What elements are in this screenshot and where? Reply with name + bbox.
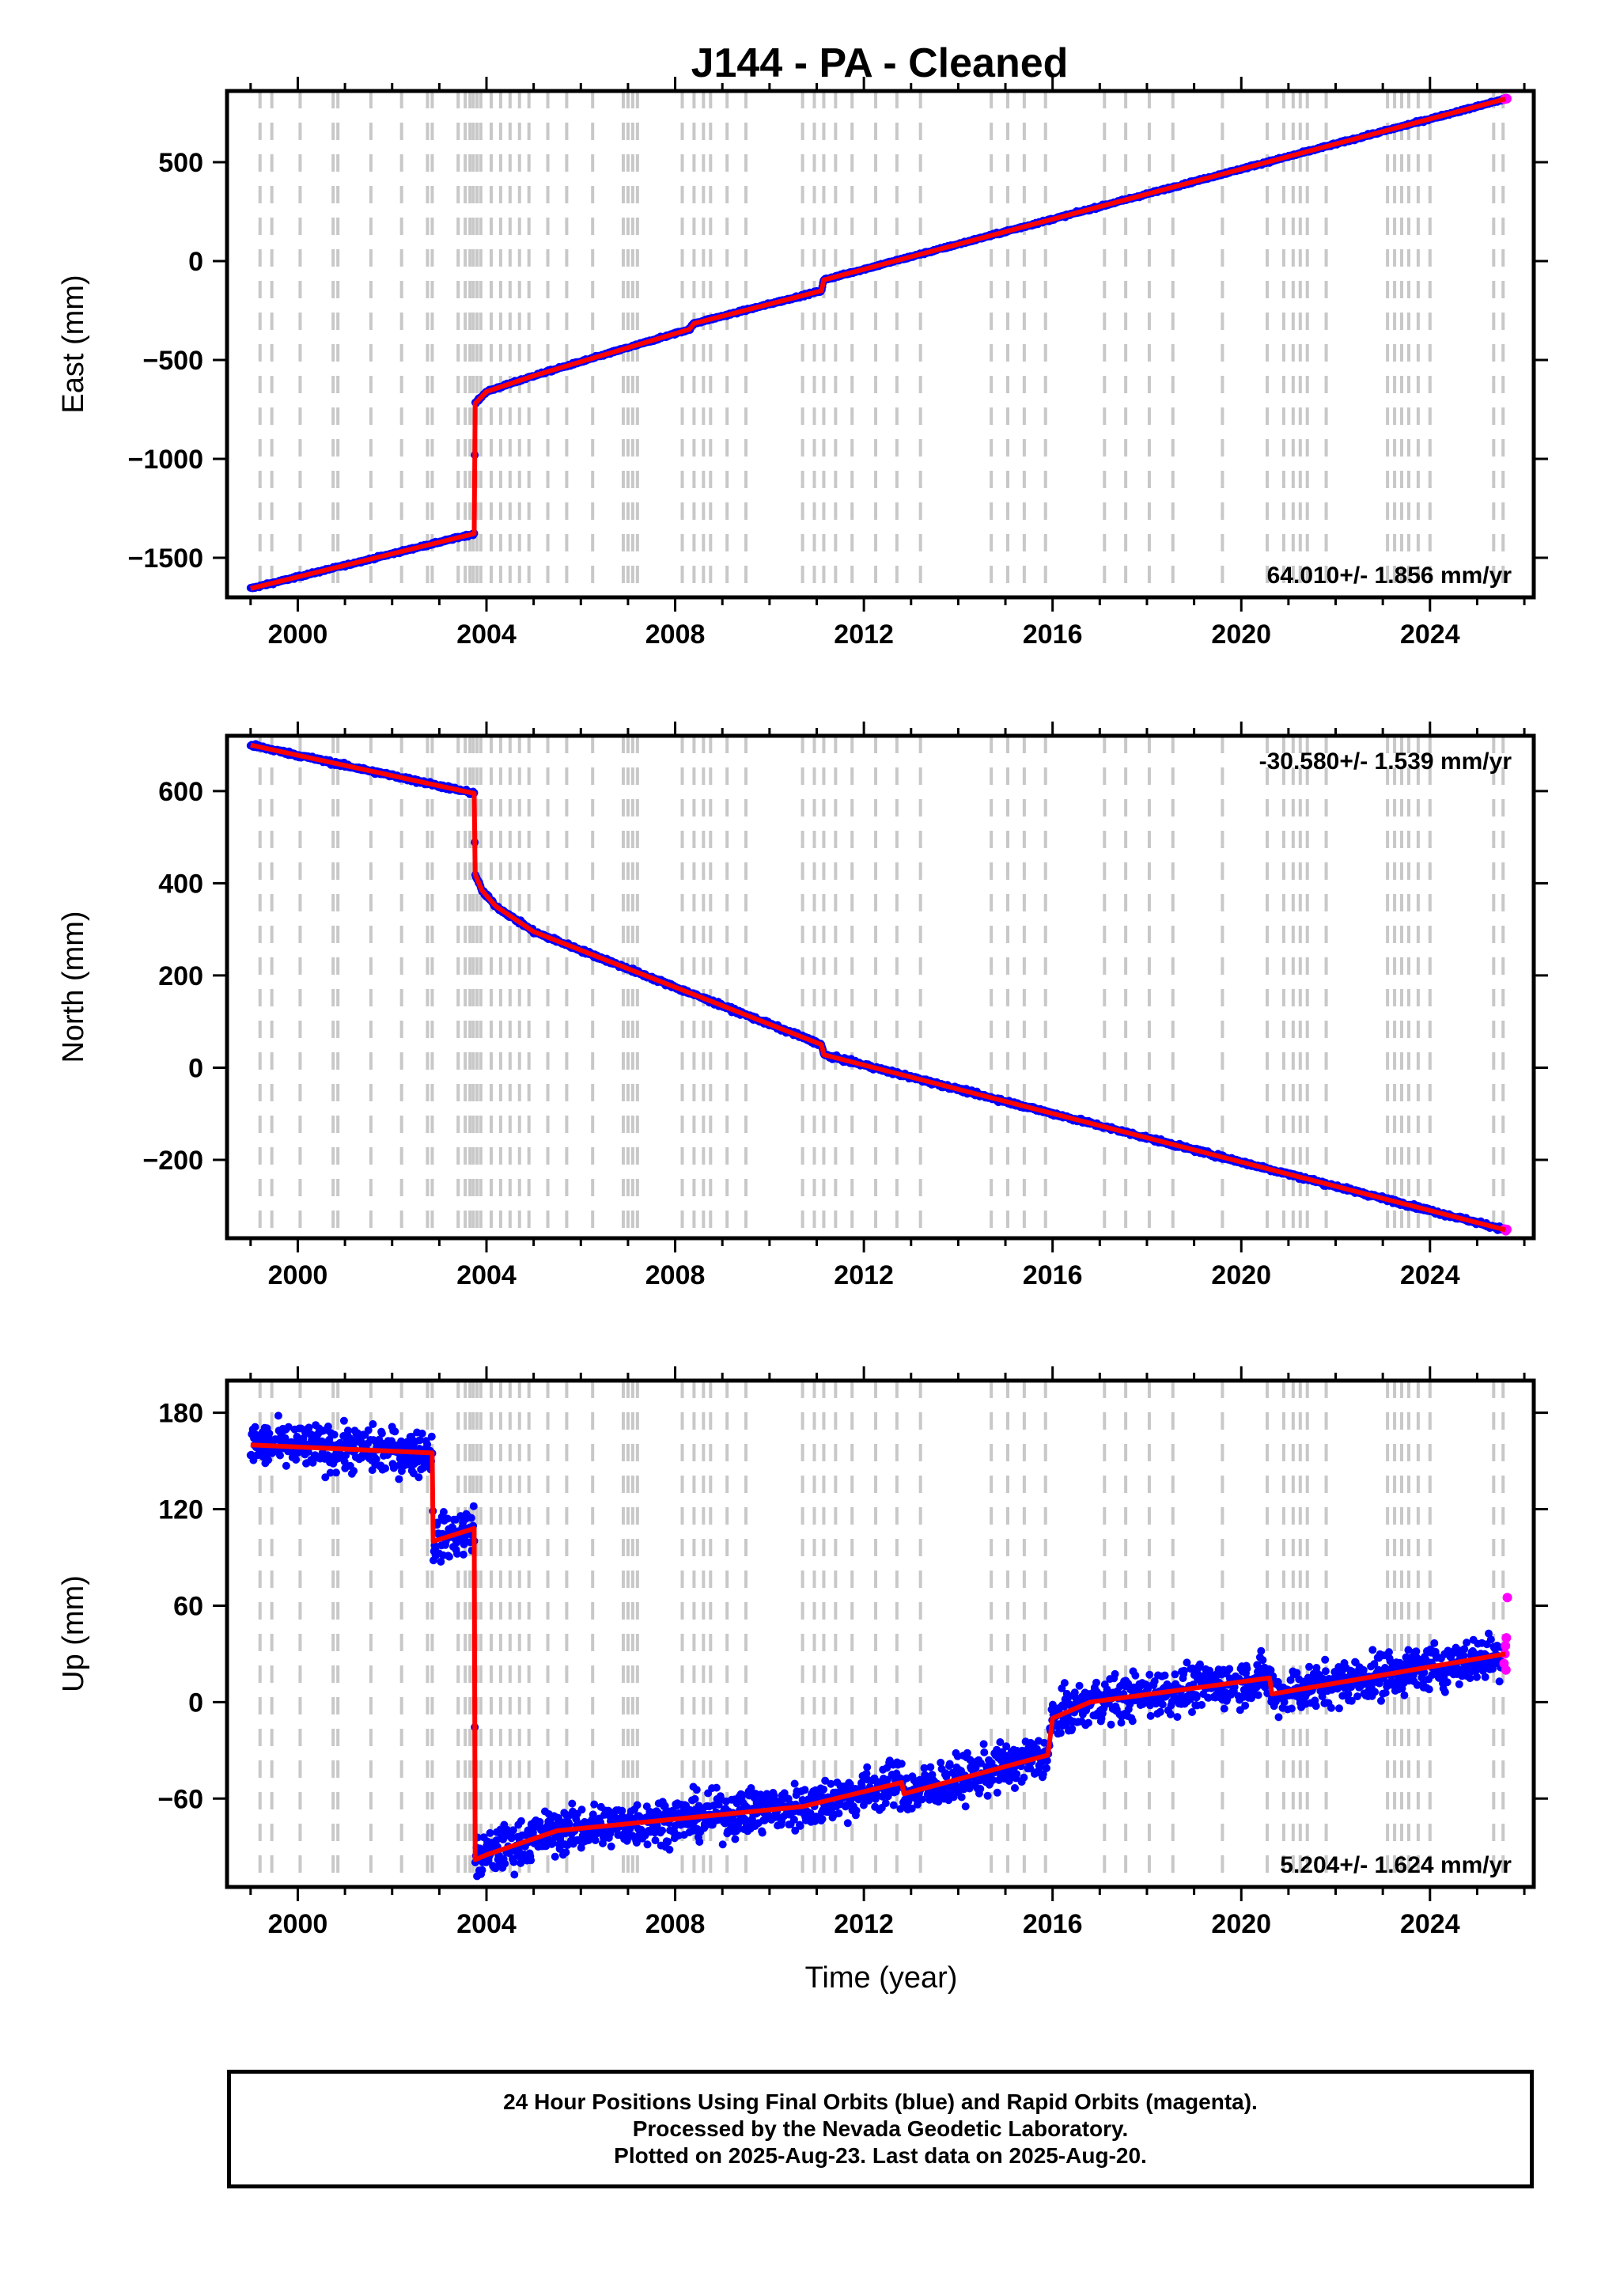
y-tick-label: 0	[188, 247, 203, 277]
y-axis-label: Up (mm)	[57, 1575, 90, 1692]
y-tick-label: −1000	[128, 445, 204, 475]
y-tick-label: −500	[142, 346, 203, 376]
plot-frame	[225, 89, 1536, 600]
y-tick-label: −60	[157, 1784, 203, 1814]
rapid-orbit-point	[1501, 1641, 1511, 1651]
up-panel: 2000 2004 2008 2012 2016 2020 2024 −60 0 60 120 180…	[57, 1366, 1548, 1939]
plot-frame	[225, 1378, 1536, 1889]
y-axis-ticks: −200 0 200 400 600	[142, 777, 1548, 1176]
y-axis-ticks: −60 0 60 120 180	[157, 1399, 1548, 1814]
x-tick-label: 2016	[1023, 1909, 1083, 1939]
x-tick-label: 2004	[456, 1260, 517, 1290]
x-axis-ticks: 2000 2004 2008 2012 2016 2020 2024	[249, 1366, 1526, 1939]
y-tick-label: 60	[173, 1591, 203, 1621]
y-tick-label: −1500	[128, 544, 204, 574]
footer-line-3: Plotted on 2025-Aug-23. Last data on 202…	[614, 2143, 1147, 2168]
x-axis-label: Time (year)	[805, 1961, 958, 1995]
x-axis-ticks: 2000 2004 2008 2012 2016 2020 2024	[249, 77, 1526, 650]
x-tick-label: 2000	[268, 619, 328, 650]
y-tick-label: 0	[188, 1688, 203, 1718]
x-tick-label: 2020	[1211, 1260, 1271, 1290]
model-line	[250, 1442, 1506, 1862]
y-axis-label: East (mm)	[57, 275, 90, 413]
rate-label: -30.580+/- 1.539 mm/yr	[1259, 748, 1512, 775]
y-tick-label: −200	[142, 1146, 203, 1176]
x-tick-label: 2024	[1400, 1909, 1460, 1939]
plot-frame	[225, 733, 1536, 1241]
x-axis-ticks: 2000 2004 2008 2012 2016 2020 2024	[249, 722, 1526, 1290]
x-tick-label: 2008	[645, 1260, 706, 1290]
x-tick-label: 2024	[1400, 1260, 1460, 1290]
x-tick-label: 2008	[645, 1909, 706, 1939]
rapid-orbit-point	[1502, 1593, 1512, 1603]
north-panel: 2000 2004 2008 2012 2016 2020 2024 −200 0 200 400 6…	[57, 722, 1548, 1290]
equipment-change-lines	[258, 91, 1505, 597]
x-tick-label: 2004	[456, 619, 517, 650]
x-tick-label: 2016	[1023, 1260, 1083, 1290]
x-tick-label: 2024	[1400, 619, 1460, 650]
x-tick-label: 2020	[1211, 619, 1271, 650]
footer-box: 24 Hour Positions Using Final Orbits (bl…	[227, 2070, 1534, 2188]
y-tick-label: 400	[158, 869, 203, 899]
x-tick-label: 2004	[456, 1909, 517, 1939]
x-tick-label: 2020	[1211, 1909, 1271, 1939]
y-axis-label: North (mm)	[57, 911, 90, 1063]
rate-label: 64.010+/- 1.856 mm/yr	[1267, 563, 1512, 589]
y-axis-ticks: −1500 −1000 −500 0 500	[128, 148, 1548, 574]
rapid-orbit-point	[1501, 1665, 1511, 1675]
model-line	[250, 742, 1506, 1233]
x-tick-label: 2016	[1023, 619, 1083, 650]
footer-line-1: 24 Hour Positions Using Final Orbits (bl…	[503, 2090, 1258, 2114]
x-tick-label: 2008	[645, 619, 706, 650]
east-panel: 2000 2004 2008 2012 2016 2020 2024 −1500 −1000 −5…	[57, 77, 1548, 650]
rate-label: 5.204+/- 1.624 mm/yr	[1280, 1852, 1512, 1878]
x-tick-label: 2012	[834, 619, 894, 650]
y-tick-label: 200	[158, 961, 203, 991]
x-tick-label: 2000	[268, 1260, 328, 1290]
x-tick-label: 2012	[834, 1909, 894, 1939]
chart-title: J144 - PA - Cleaned	[691, 40, 1069, 86]
y-tick-label: 120	[158, 1495, 203, 1525]
y-tick-label: 180	[158, 1399, 203, 1429]
x-tick-label: 2012	[834, 1260, 894, 1290]
footer-line-2: Processed by the Nevada Geodetic Laborat…	[632, 2116, 1129, 2141]
y-tick-label: 0	[188, 1053, 203, 1083]
y-tick-label: 500	[158, 148, 203, 178]
equipment-change-lines	[258, 736, 1505, 1238]
rapid-orbit-point	[1501, 1633, 1512, 1643]
x-tick-label: 2000	[268, 1909, 328, 1939]
y-tick-label: 600	[158, 777, 203, 807]
model-line	[250, 97, 1506, 591]
